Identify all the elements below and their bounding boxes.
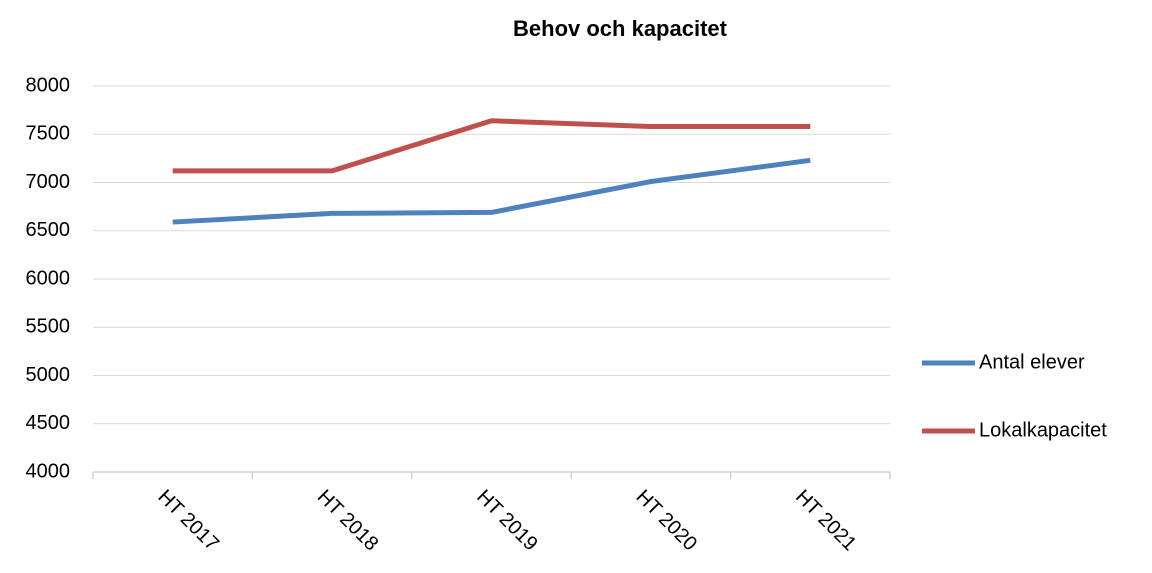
x-tick-label: HT 2018 [313,486,383,556]
line-series [172,118,811,174]
y-tick-label: 5500 [26,316,71,338]
x-tick-label: HT 2021 [791,486,861,556]
legend-label: Lokalkapacitet [979,419,1107,441]
chart-title: Behov och kapacitet [513,16,728,41]
y-tick-label: 8000 [26,74,71,96]
legend-label: Antal elever [979,351,1085,373]
x-tick-label: HT 2019 [472,486,542,556]
y-tick-label: 6000 [26,267,71,289]
y-tick-label: 4000 [26,460,71,482]
x-tick-label: HT 2017 [153,486,223,556]
x-tick-label: HT 2020 [632,486,702,556]
line-series [172,157,811,225]
y-tick-label: 7500 [26,123,71,145]
y-tick-label: 7000 [26,171,71,193]
y-tick-label: 5000 [26,364,71,386]
y-tick-label: 4500 [26,412,71,434]
y-tick-label: 6500 [26,219,71,241]
